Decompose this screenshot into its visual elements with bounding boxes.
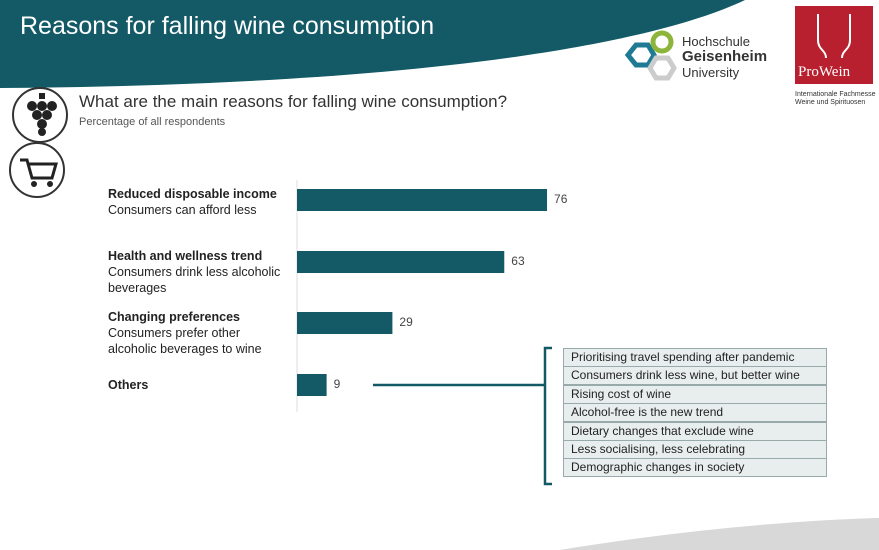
grapes [27,93,57,136]
logo-text: University [682,65,740,80]
others-item: Consumers drink less wine, but better wi… [563,366,827,386]
chart-title: What are the main reasons for falling wi… [79,92,508,111]
category-label: Health and wellness trend Consumers drink… [108,248,288,296]
category-name: Reduced disposable income [108,187,277,201]
category-name: Others [108,378,149,392]
connector [373,346,552,486]
bar [297,251,505,273]
bar [297,312,393,334]
category-label: Reduced disposable income Consumers can a… [108,186,288,218]
category-name: Health and wellness trend [108,249,263,263]
others-item: Less socialising, less celebrating [563,440,827,459]
value-label: 9 [333,377,341,391]
value-label: 63 [511,254,525,268]
value-label: 29 [399,315,413,329]
logo-text: ProWein [798,64,851,80]
others-item: Prioritising travel spending after pande… [563,348,827,367]
others-item: Demographic changes in society [563,458,827,478]
category-label: Changing preferences Consumers prefer oth… [108,309,288,357]
bar [297,189,548,211]
prowein-logo [795,6,873,84]
category-description: Consumers prefer other alcoholic beverag… [108,326,262,356]
category-description: Consumers can afford less [108,203,257,217]
logo-tagline: Internationale Fachmesse [795,91,876,98]
chart-subtitle: Percentage of all respondents [79,116,226,128]
logo-text: Hochschule [682,34,750,49]
others-item: Rising cost of wine [563,384,827,404]
header-band [0,0,745,88]
logo-text: Geisenheim [682,48,768,65]
others-item: Alcohol-free is the new trend [563,403,827,423]
swoosh [560,518,879,550]
value-label: 76 [554,192,568,206]
category-name: Changing preferences [108,310,240,324]
category-label: Others [108,377,288,393]
category-description: Consumers drink less alcoholic beverages [108,265,281,295]
slide-title: Reasons for falling wine consumption [20,12,435,40]
logo-tagline: Weine und Spirituosen [795,99,866,106]
uni-logo [624,30,677,81]
others-item: Dietary changes that exclude wine [563,421,827,441]
bar [297,374,327,396]
cart [20,158,58,180]
